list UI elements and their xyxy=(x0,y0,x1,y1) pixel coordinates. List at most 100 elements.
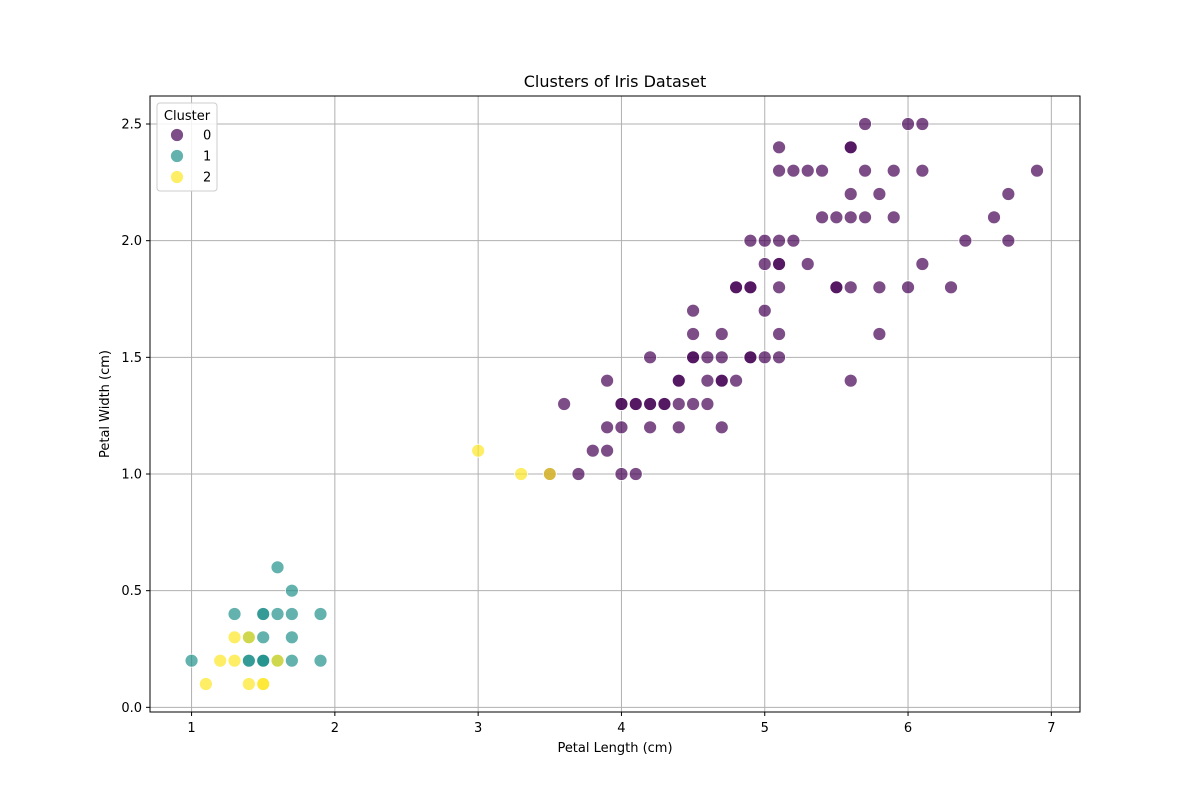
scatter-point-cluster-0 xyxy=(700,373,715,388)
scatter-point-cluster-2 xyxy=(256,677,271,691)
legend-marker xyxy=(170,170,184,184)
scatter-point-cluster-0 xyxy=(614,420,629,435)
scatter-point-cluster-2 xyxy=(542,467,557,481)
x-tick-label: 1 xyxy=(187,721,195,736)
scatter-point-cluster-0 xyxy=(643,420,658,435)
scatter-point-cluster-0 xyxy=(901,280,915,295)
scatter-point-cluster-0 xyxy=(743,280,758,295)
scatter-point-cluster-1 xyxy=(313,607,328,621)
scatter-point-cluster-0 xyxy=(671,373,686,388)
scatter-point-cluster-0 xyxy=(872,327,887,341)
axis-ticks: 1 2 3 4 5 6 7 0.0 0.5 1.0 1.5 2.0 2.5 xyxy=(121,118,1055,737)
scatter-point-cluster-0 xyxy=(772,233,786,248)
scatter-point-cluster-0 xyxy=(843,373,858,388)
scatter-point-cluster-0 xyxy=(714,420,729,435)
x-axis-label: Petal Length (cm) xyxy=(557,741,672,756)
scatter-point-cluster-0 xyxy=(557,397,572,411)
scatter-point-cluster-0 xyxy=(743,233,758,248)
scatter-point-cluster-0 xyxy=(915,257,930,271)
x-tick-label: 4 xyxy=(617,721,625,736)
legend-title: Cluster xyxy=(164,109,211,124)
y-axis-label: Petal Width (cm) xyxy=(98,350,113,458)
scatter-point-cluster-0 xyxy=(843,140,858,155)
scatter-point-cluster-1 xyxy=(256,630,271,645)
scatter-point-cluster-0 xyxy=(671,397,686,411)
scatter-point-cluster-2 xyxy=(514,467,529,481)
legend: Cluster 0 1 2 xyxy=(156,102,218,192)
x-tick-label: 6 xyxy=(904,721,912,736)
scatter-point-cluster-0 xyxy=(686,327,700,341)
scatter-point-cluster-0 xyxy=(786,233,801,248)
scatter-point-cluster-0 xyxy=(729,280,743,295)
scatter-point-cluster-0 xyxy=(829,280,844,295)
scatter-point-cluster-2 xyxy=(241,677,256,691)
legend-label: 1 xyxy=(203,150,211,165)
scatter-point-cluster-0 xyxy=(772,327,786,341)
scatter-point-cluster-0 xyxy=(958,233,973,248)
plot-frame xyxy=(149,95,1081,713)
scatter-point-cluster-2 xyxy=(227,630,242,645)
scatter-point-cluster-0 xyxy=(872,280,887,295)
chart-title: Clusters of Iris Dataset xyxy=(524,72,707,91)
scatter-point-cluster-0 xyxy=(843,187,858,201)
scatter-point-cluster-0 xyxy=(843,280,858,295)
scatter-point-cluster-2 xyxy=(213,653,228,668)
scatter-point-cluster-0 xyxy=(729,373,743,388)
scatter-point-cluster-0 xyxy=(571,467,586,481)
scatter-point-cluster-0 xyxy=(686,303,700,318)
y-tick-label: 0.0 xyxy=(121,701,142,716)
scatter-point-cluster-0 xyxy=(643,350,658,365)
scatter-point-cluster-1 xyxy=(284,630,299,645)
y-tick-label: 2.0 xyxy=(121,234,142,249)
scatter-point-cluster-0 xyxy=(886,163,901,178)
scatter-point-cluster-0 xyxy=(815,163,829,178)
scatter-point-cluster-0 xyxy=(757,257,772,271)
scatter-point-cluster-0 xyxy=(686,397,700,411)
scatter-point-cluster-0 xyxy=(628,467,643,481)
scatter-point-cluster-0 xyxy=(714,327,729,341)
x-tick-label: 3 xyxy=(474,721,482,736)
scatter-point-cluster-0 xyxy=(1001,233,1016,248)
scatter-point-cluster-2 xyxy=(198,677,213,691)
scatter-point-cluster-0 xyxy=(915,117,930,131)
scatter-point-cluster-1 xyxy=(284,607,299,621)
x-tick-label: 5 xyxy=(761,721,769,736)
scatter-point-cluster-1 xyxy=(256,653,271,668)
scatter-point-cluster-0 xyxy=(772,280,786,295)
scatter-point-cluster-1 xyxy=(184,653,199,668)
scatter-point-cluster-0 xyxy=(772,257,786,271)
scatter-point-cluster-0 xyxy=(600,443,615,458)
y-tick-label: 0.5 xyxy=(121,584,142,599)
scatter-point-cluster-0 xyxy=(1030,163,1044,178)
y-tick-label: 1.5 xyxy=(121,351,142,366)
scatter-point-cluster-0 xyxy=(886,210,901,225)
scatter-point-cluster-0 xyxy=(700,397,715,411)
scatter-point-cluster-1 xyxy=(256,607,271,621)
scatter-point-cluster-0 xyxy=(858,210,872,225)
scatter-point-cluster-0 xyxy=(657,397,672,411)
scatter-point-cluster-0 xyxy=(843,210,858,225)
scatter-point-cluster-0 xyxy=(643,397,658,411)
scatter-point-cluster-0 xyxy=(872,187,887,201)
data-points xyxy=(184,117,1044,691)
scatter-point-cluster-0 xyxy=(987,210,1001,225)
scatter-point-cluster-0 xyxy=(786,163,801,178)
scatter-point-cluster-1 xyxy=(270,607,285,621)
scatter-point-cluster-0 xyxy=(829,210,844,225)
scatter-point-cluster-0 xyxy=(815,210,829,225)
scatter-point-cluster-0 xyxy=(800,163,815,178)
scatter-point-cluster-0 xyxy=(772,163,786,178)
scatter-point-cluster-0 xyxy=(714,350,729,365)
scatter-point-cluster-2 xyxy=(227,653,242,668)
scatter-point-cluster-0 xyxy=(614,397,629,411)
scatter-point-cluster-0 xyxy=(585,443,600,458)
scatter-point-cluster-1 xyxy=(313,653,328,668)
y-tick-label: 1.0 xyxy=(121,468,142,483)
scatter-point-cluster-0 xyxy=(600,373,615,388)
scatter-point-cluster-0 xyxy=(714,373,729,388)
legend-marker xyxy=(170,149,184,163)
scatter-point-cluster-0 xyxy=(858,117,872,131)
scatter-point-cluster-1 xyxy=(241,653,256,668)
scatter-point-cluster-0 xyxy=(757,303,772,318)
